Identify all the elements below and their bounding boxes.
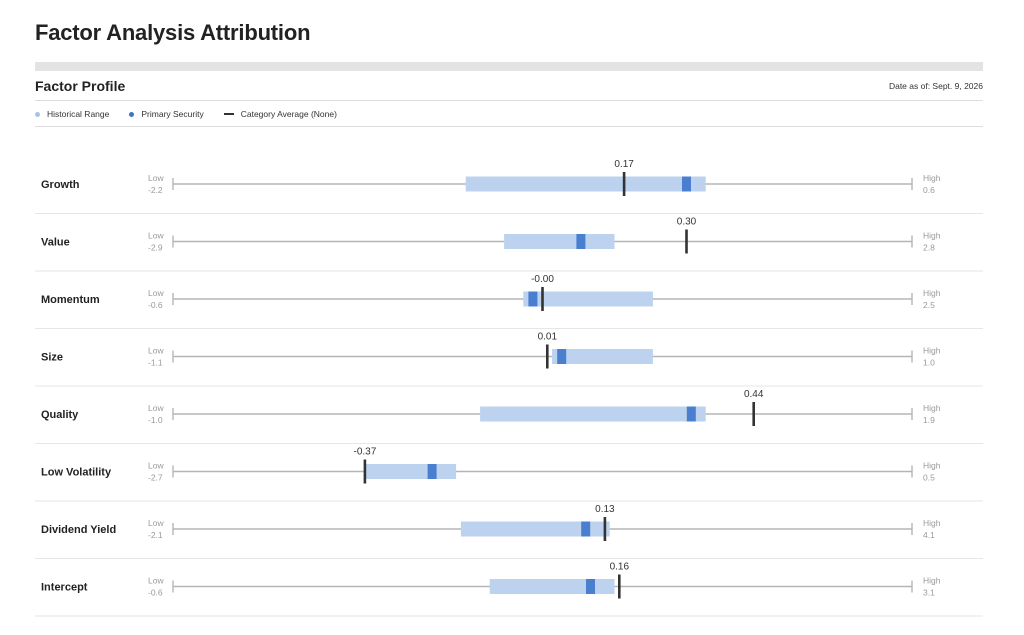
factor-name-low-volatility: Low Volatility: [41, 467, 112, 479]
low-value: -1.0: [148, 415, 163, 425]
low-label: Low: [148, 346, 164, 356]
low-value: -2.9: [148, 243, 163, 253]
low-label: Low: [148, 576, 164, 586]
low-value: -0.6: [148, 588, 163, 598]
primary-security-marker: [586, 579, 595, 594]
value-label: 0.30: [677, 217, 697, 228]
historical-range-bar: [460, 521, 610, 537]
primary-security-dot-icon: [129, 111, 135, 117]
high-label: High: [923, 346, 941, 356]
primary-security-marker: [576, 234, 586, 249]
value-label: 0.13: [595, 504, 615, 515]
high-value: 4.1: [923, 530, 935, 540]
legend-primary-security: Primary Security: [129, 109, 204, 119]
factor-name-size: Size: [41, 352, 63, 364]
value-label: 0.44: [744, 389, 764, 400]
low-value: -2.7: [148, 473, 163, 483]
low-label: Low: [148, 173, 164, 183]
high-value: 0.5: [923, 473, 935, 483]
primary-security-marker: [686, 406, 696, 422]
low-value: -2.1: [148, 530, 163, 540]
high-value: 3.1: [923, 588, 935, 598]
legend-historical-range-label: Historical Range: [47, 109, 110, 119]
legend: Historical Range Primary Security Catego…: [35, 108, 357, 120]
section-title: Factor Profile: [35, 78, 126, 94]
historical-range-bar: [364, 464, 457, 479]
page-title: Factor Analysis Attribution: [35, 20, 311, 45]
factor-name-value: Value: [41, 237, 70, 249]
high-label: High: [923, 288, 941, 298]
primary-security-marker: [557, 349, 567, 364]
high-label: High: [923, 173, 941, 183]
value-label: -0.00: [531, 274, 554, 285]
high-value: 1.9: [923, 415, 935, 425]
low-label: Low: [148, 231, 164, 241]
high-label: High: [923, 576, 941, 586]
low-label: Low: [148, 288, 164, 298]
high-value: 1.0: [923, 358, 935, 368]
low-value: -2.2: [148, 185, 163, 195]
factor-name-growth: Growth: [41, 179, 80, 191]
value-label: 0.17: [614, 159, 634, 170]
category-average-line-icon: [223, 113, 234, 115]
legend-historical-range: Historical Range: [35, 109, 109, 119]
low-value: -1.1: [148, 358, 163, 368]
factor-name-momentum: Momentum: [41, 294, 100, 306]
factor-name-dividend-yield: Dividend Yield: [41, 524, 116, 536]
primary-security-marker: [528, 291, 538, 307]
low-label: Low: [148, 518, 164, 528]
high-label: High: [923, 231, 941, 241]
factor-name-intercept: Intercept: [41, 582, 88, 594]
value-label: 0.16: [610, 562, 630, 573]
section-rule: [35, 100, 983, 101]
historical-range-bar: [465, 176, 706, 192]
high-label: High: [923, 403, 941, 413]
value-label: -0.37: [354, 447, 377, 458]
primary-security-marker: [682, 176, 691, 192]
high-value: 2.5: [923, 300, 935, 310]
legend-rule: [35, 126, 983, 127]
historical-range-bar: [523, 291, 653, 307]
low-label: Low: [148, 461, 164, 471]
historical-range-bar: [504, 234, 615, 249]
primary-security-marker: [427, 464, 437, 479]
legend-category-average-label: Category Average (None): [240, 109, 337, 119]
low-value: -0.6: [148, 300, 163, 310]
header-bar: [35, 62, 983, 71]
high-value: 0.6: [923, 185, 935, 195]
high-label: High: [923, 461, 941, 471]
historical-range-bar: [489, 579, 615, 594]
high-value: 2.8: [923, 243, 935, 253]
legend-category-average: Category Average (None): [223, 109, 337, 119]
primary-security-marker: [581, 521, 591, 537]
legend-primary-security-label: Primary Security: [141, 109, 204, 119]
value-label: 0.01: [538, 332, 558, 343]
low-label: Low: [148, 403, 164, 413]
factor-name-quality: Quality: [41, 409, 79, 421]
historical-range-bar: [480, 406, 706, 422]
historical-range-dot-icon: [35, 111, 40, 117]
date-as-of: Date as of: Sept. 9, 2026: [888, 81, 983, 91]
historical-range-bar: [552, 349, 653, 364]
high-label: High: [923, 518, 941, 528]
